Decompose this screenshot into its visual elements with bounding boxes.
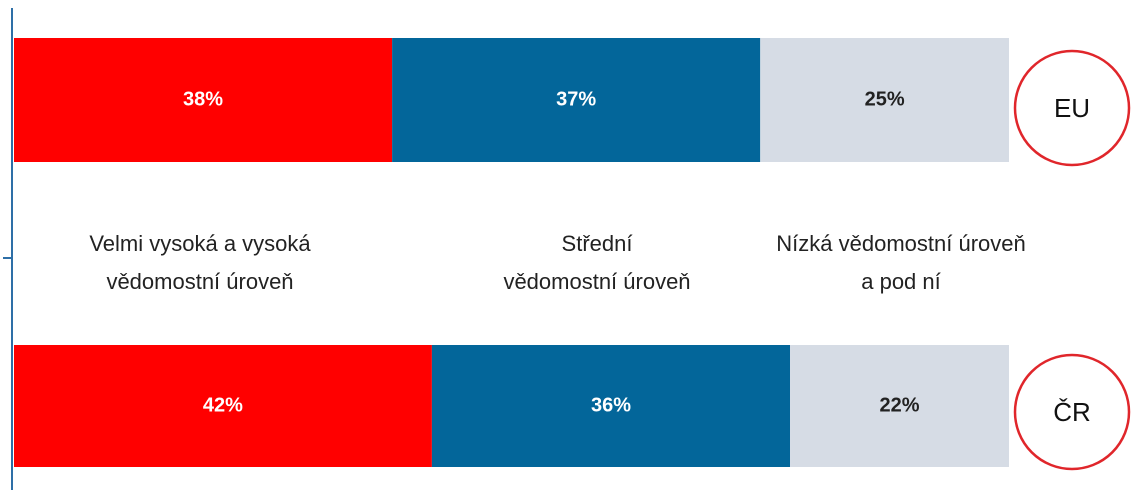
category-label: EU xyxy=(1054,93,1090,123)
legend-line: Nízká vědomostní úroveň xyxy=(776,231,1025,256)
bar-segment xyxy=(790,345,1009,467)
legend-line: a pod ní xyxy=(861,269,941,294)
legend-label: Střední vědomostní úroveň xyxy=(503,231,690,294)
legend-label: Nízká vědomostní úroveň a pod ní xyxy=(776,231,1025,294)
value-label: 42% xyxy=(203,394,243,416)
legend-label: Velmi vysoká a vysoká vědomostní úroveň xyxy=(89,231,311,294)
category-label: ČR xyxy=(1053,397,1091,427)
bar-segment xyxy=(431,345,791,467)
value-label: 22% xyxy=(880,394,920,416)
bar-segment xyxy=(14,38,393,162)
legend-line: vědomostní úroveň xyxy=(106,269,293,294)
legend-line: Střední xyxy=(562,231,633,256)
value-label: 36% xyxy=(591,394,631,416)
category-badge xyxy=(1013,353,1131,471)
value-label: 38% xyxy=(183,88,223,110)
bar-segment xyxy=(760,38,1009,162)
bar-segment xyxy=(392,38,761,162)
legend-line: vědomostní úroveň xyxy=(503,269,690,294)
category-badge xyxy=(1013,49,1131,167)
value-label: 37% xyxy=(556,88,596,110)
legend-line: Velmi vysoká a vysoká xyxy=(89,231,311,256)
bar-segment xyxy=(14,345,432,467)
value-label: 25% xyxy=(865,88,905,110)
